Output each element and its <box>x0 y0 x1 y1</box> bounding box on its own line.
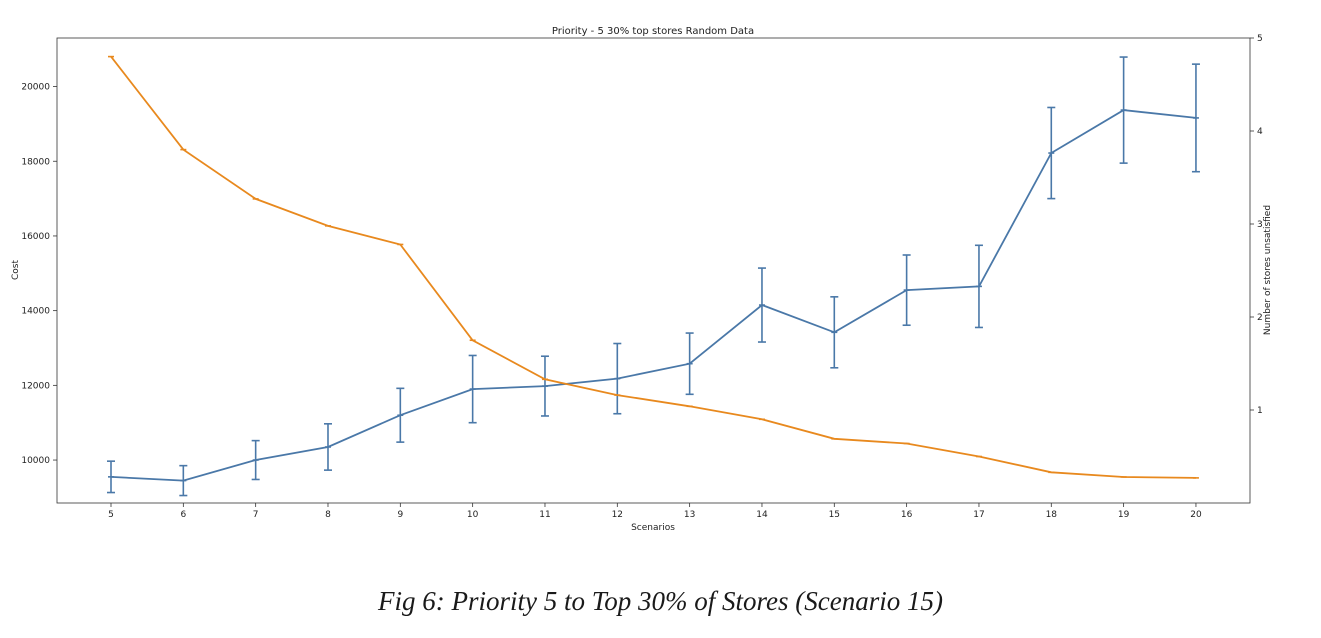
x-tick-label: 13 <box>684 510 695 520</box>
x-tick-label: 19 <box>1118 510 1130 520</box>
figure-caption: Fig 6: Priority 5 to Top 30% of Stores (… <box>378 586 943 616</box>
y-left-tick-label: 10000 <box>21 456 50 466</box>
series-cost <box>107 56 1200 497</box>
y-right-tick-label: 5 <box>1257 34 1263 44</box>
x-tick-label: 5 <box>108 510 114 520</box>
x-tick-label: 9 <box>397 510 403 520</box>
series-layer <box>107 55 1200 497</box>
y-right-tick-label: 2 <box>1257 313 1263 323</box>
x-tick-label: 16 <box>901 510 913 520</box>
series-line <box>110 56 1197 479</box>
x-tick-label: 7 <box>253 510 259 520</box>
y-left-tick-label: 20000 <box>21 83 50 93</box>
y-left-tick-label: 14000 <box>21 307 50 317</box>
x-tick-label: 20 <box>1190 510 1202 520</box>
plot-area <box>56 37 1251 504</box>
series-stores-unsatisfied <box>108 55 1199 479</box>
x-tick-label: 10 <box>467 510 479 520</box>
x-tick-label: 6 <box>180 510 186 520</box>
y-axis-left-ticks: 10000 12000 14000 16000 18000 20000 <box>21 83 57 466</box>
x-axis-label: Scenarios <box>631 523 675 533</box>
y-axis-label-left: Cost <box>11 260 21 280</box>
y-axis-right-ticks: 1 2 3 4 5 <box>1250 34 1263 416</box>
x-tick-label: 15 <box>829 510 840 520</box>
chart: Priority - 5 30% top stores Random Data … <box>11 26 1273 533</box>
y-left-tick-label: 18000 <box>21 157 50 167</box>
y-right-tick-label: 1 <box>1257 406 1263 416</box>
y-left-tick-label: 12000 <box>21 381 50 391</box>
y-left-tick-label: 16000 <box>21 232 50 242</box>
chart-title: Priority - 5 30% top stores Random Data <box>552 26 754 37</box>
x-tick-label: 17 <box>973 510 984 520</box>
x-tick-label: 11 <box>539 510 550 520</box>
y-right-tick-label: 4 <box>1257 127 1263 137</box>
y-axis-label-right: Number of stores unsatisfied <box>1263 205 1273 335</box>
x-tick-label: 18 <box>1046 510 1058 520</box>
series-line <box>110 109 1197 482</box>
x-tick-label: 8 <box>325 510 331 520</box>
x-axis-ticks: 5 6 7 8 9 10 11 12 13 14 15 16 17 18 19 20 <box>108 503 1202 520</box>
x-tick-label: 14 <box>756 510 768 520</box>
y-right-tick-label: 3 <box>1257 220 1263 230</box>
x-tick-label: 12 <box>612 510 623 520</box>
